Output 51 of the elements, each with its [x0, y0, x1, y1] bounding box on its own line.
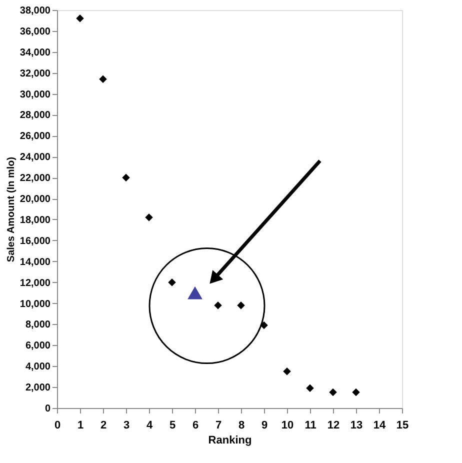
- y-tick-label: 0: [44, 404, 51, 414]
- x-tick-label: 5: [169, 420, 176, 432]
- y-tick-label: 6,000: [25, 340, 51, 352]
- point: [329, 388, 337, 396]
- x-tick-label: 14: [373, 420, 386, 432]
- x-tick-label: 15: [396, 420, 409, 432]
- point: [122, 174, 130, 182]
- x-tick-label: 12: [327, 420, 340, 432]
- point: [188, 286, 202, 300]
- point: [237, 301, 245, 310]
- point: [99, 75, 107, 83]
- y-tick-label: 32,000: [20, 68, 51, 80]
- point: [168, 278, 176, 286]
- y-tick-label: 34,000: [20, 47, 51, 58]
- y-tick-label: 26,000: [20, 131, 51, 142]
- y-axis-title: Sales Amount (In mlo): [6, 156, 17, 262]
- x-tick-label: 0: [54, 420, 61, 432]
- y-tick-label: 38,000: [20, 6, 51, 16]
- y-tick-label: 20,000: [20, 194, 51, 206]
- y-tick-label: 8,000: [25, 320, 51, 331]
- y-tick-label: 16,000: [20, 236, 51, 247]
- y-tick-label: 18,000: [20, 214, 51, 226]
- point: [283, 367, 291, 376]
- y-tick-label: 28,000: [20, 110, 51, 122]
- point: [76, 14, 84, 22]
- x-tick-label: 3: [123, 420, 130, 432]
- y-tick-label: 4,000: [25, 362, 51, 373]
- x-tick-label: 10: [281, 420, 294, 432]
- point: [214, 301, 222, 310]
- x-tick-label: 13: [350, 420, 363, 432]
- y-tick-label: 2,000: [25, 382, 51, 394]
- y-tick-label: 12,000: [20, 278, 51, 289]
- x-tick-label: 1: [77, 420, 84, 432]
- x-tick-label: 4: [146, 420, 154, 432]
- y-tick-label: 14,000: [20, 256, 51, 268]
- x-tick-label: 8: [238, 420, 245, 432]
- point: [306, 384, 314, 392]
- x-tick-label: 9: [261, 420, 268, 432]
- x-tick-label: 11: [304, 420, 316, 432]
- y-tick-label: 10,000: [20, 298, 51, 310]
- x-tick-label: 6: [192, 420, 199, 432]
- point: [145, 214, 153, 222]
- point: [352, 388, 360, 396]
- y-tick-label: 22,000: [20, 173, 51, 184]
- x-tick-label: 7: [215, 420, 222, 432]
- y-tick-label: 30,000: [20, 89, 51, 100]
- y-tick-label: 24,000: [20, 152, 51, 164]
- x-axis-title: Ranking: [208, 434, 252, 446]
- y-tick-label: 36,000: [20, 26, 51, 38]
- point: [260, 321, 268, 330]
- x-tick-label: 2: [100, 420, 107, 432]
